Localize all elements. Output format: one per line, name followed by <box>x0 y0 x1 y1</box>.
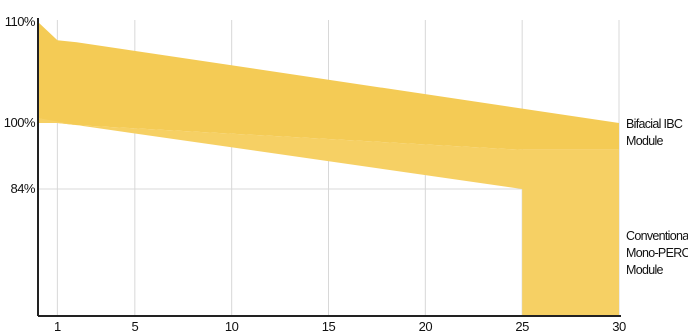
y-tick-label-84: 84% <box>10 181 35 196</box>
x-tick-label-20: 20 <box>419 319 433 334</box>
x-tick-label-10: 10 <box>225 319 239 334</box>
legend-label-conventional-line3: Module <box>626 263 664 277</box>
axes <box>37 18 621 317</box>
x-tick-label-15: 15 <box>322 319 336 334</box>
y-tick-labels: 110% 100% 84% <box>4 14 37 196</box>
legend-label-bifacial-line2: Module <box>626 134 664 148</box>
legend-label-conventional-line2: Mono-PERC <box>626 246 688 260</box>
x-tick-label-1: 1 <box>54 319 61 334</box>
x-tick-label-25: 25 <box>515 319 529 334</box>
x-tick-labels: 1 5 10 15 20 25 30 <box>54 319 626 334</box>
legend-label-conventional-line1: Conventional <box>626 229 688 243</box>
series-bands <box>38 22 619 315</box>
x-tick-label-5: 5 <box>131 319 138 334</box>
y-tick-label-100: 100% <box>4 115 36 130</box>
band-bifacial-ibc <box>38 22 619 150</box>
y-tick-label-110: 110% <box>5 14 36 29</box>
legend-label-conventional: Conventional Mono-PERC Module <box>626 228 688 279</box>
band-conventional-mono-perc <box>38 118 619 315</box>
x-tick-label-30: 30 <box>612 319 626 334</box>
legend-label-bifacial-line1: Bifacial IBC <box>626 117 683 131</box>
legend-label-bifacial: Bifacial IBC Module <box>626 116 683 150</box>
